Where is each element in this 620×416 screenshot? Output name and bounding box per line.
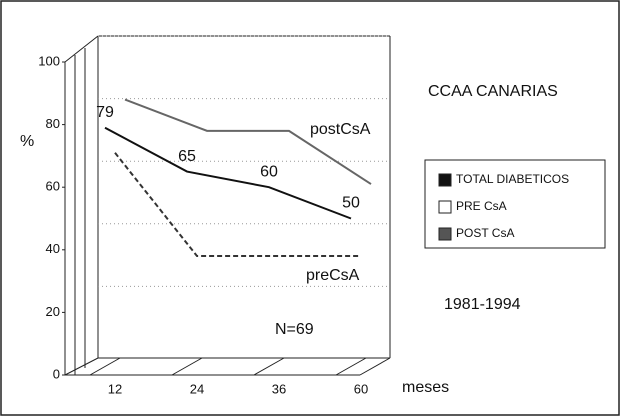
data-label: 79 <box>96 104 114 121</box>
floor-line <box>89 357 121 376</box>
box <box>64 35 391 376</box>
y-tick-label: 0 <box>53 366 60 381</box>
data-label: 60 <box>260 163 278 180</box>
legend-swatch <box>438 173 452 187</box>
y-label: % <box>20 133 34 150</box>
floor-line <box>335 357 367 376</box>
y-tick-label: 100 <box>38 53 60 68</box>
legend <box>424 159 606 249</box>
floor-line <box>253 357 285 376</box>
annotation: N=69 <box>275 321 314 338</box>
line <box>104 126 352 220</box>
line-annotation: preCsA <box>306 267 360 284</box>
annotation: 1981-1994 <box>444 296 521 313</box>
x-tick-label: 36 <box>272 381 286 396</box>
legend-swatch <box>438 200 452 214</box>
x-tick-label: 12 <box>108 381 122 396</box>
line-annotation: postCsA <box>310 121 371 138</box>
floor-line <box>171 357 203 376</box>
x-label: meses <box>402 379 449 396</box>
y-tick-label: 60 <box>46 179 60 194</box>
legend-label: POST CsA <box>456 226 514 240</box>
legend-swatch <box>438 227 452 241</box>
data-label: 50 <box>342 195 360 212</box>
line <box>114 152 361 258</box>
y-tick-label: 80 <box>46 116 60 131</box>
legend-label: TOTAL DIABETICOS <box>456 172 569 186</box>
data-label: 65 <box>178 148 196 165</box>
x-tick-label: 24 <box>190 381 204 396</box>
annotation: CCAA CANARIAS <box>428 83 558 100</box>
line <box>124 98 372 185</box>
y-tick-label: 20 <box>46 304 60 319</box>
x-tick-label: 60 <box>354 381 368 396</box>
legend-label: PRE CsA <box>456 199 507 213</box>
y-tick-label: 40 <box>46 241 60 256</box>
